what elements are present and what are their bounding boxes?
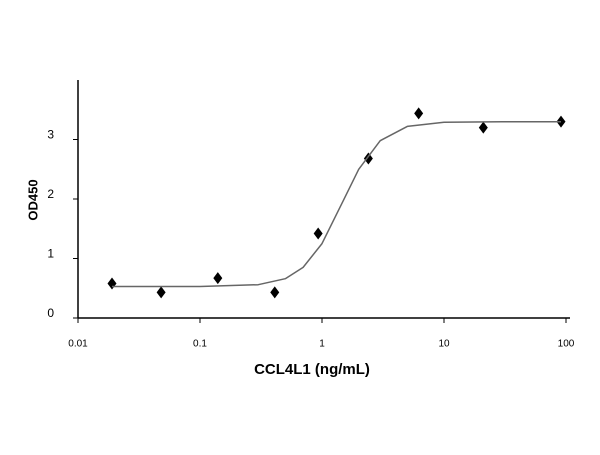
x-axis-label: CCL4L1 (ng/mL) xyxy=(254,361,370,378)
fit-curve xyxy=(112,120,561,288)
data-point xyxy=(363,152,373,165)
data-point xyxy=(478,121,488,134)
y-tick-label: 1 xyxy=(47,247,54,261)
data-point xyxy=(270,286,280,299)
y-tick-label: 2 xyxy=(47,187,54,201)
data-point xyxy=(556,115,566,128)
data-point xyxy=(313,227,323,240)
data-point xyxy=(213,272,223,285)
y-tick-label: 0 xyxy=(47,306,54,320)
data-point xyxy=(156,286,166,299)
data-point xyxy=(414,107,424,120)
x-tick-label: 100 xyxy=(558,339,575,350)
x-tick-label: 0.1 xyxy=(193,339,207,350)
x-tick-label: 10 xyxy=(438,339,450,350)
x-tick-label: 1 xyxy=(319,339,325,350)
y-tick-label: 3 xyxy=(47,128,54,142)
data-point xyxy=(107,277,117,290)
y-axis-label: OD450 xyxy=(25,179,40,220)
x-tick-label: 0.01 xyxy=(68,339,88,350)
